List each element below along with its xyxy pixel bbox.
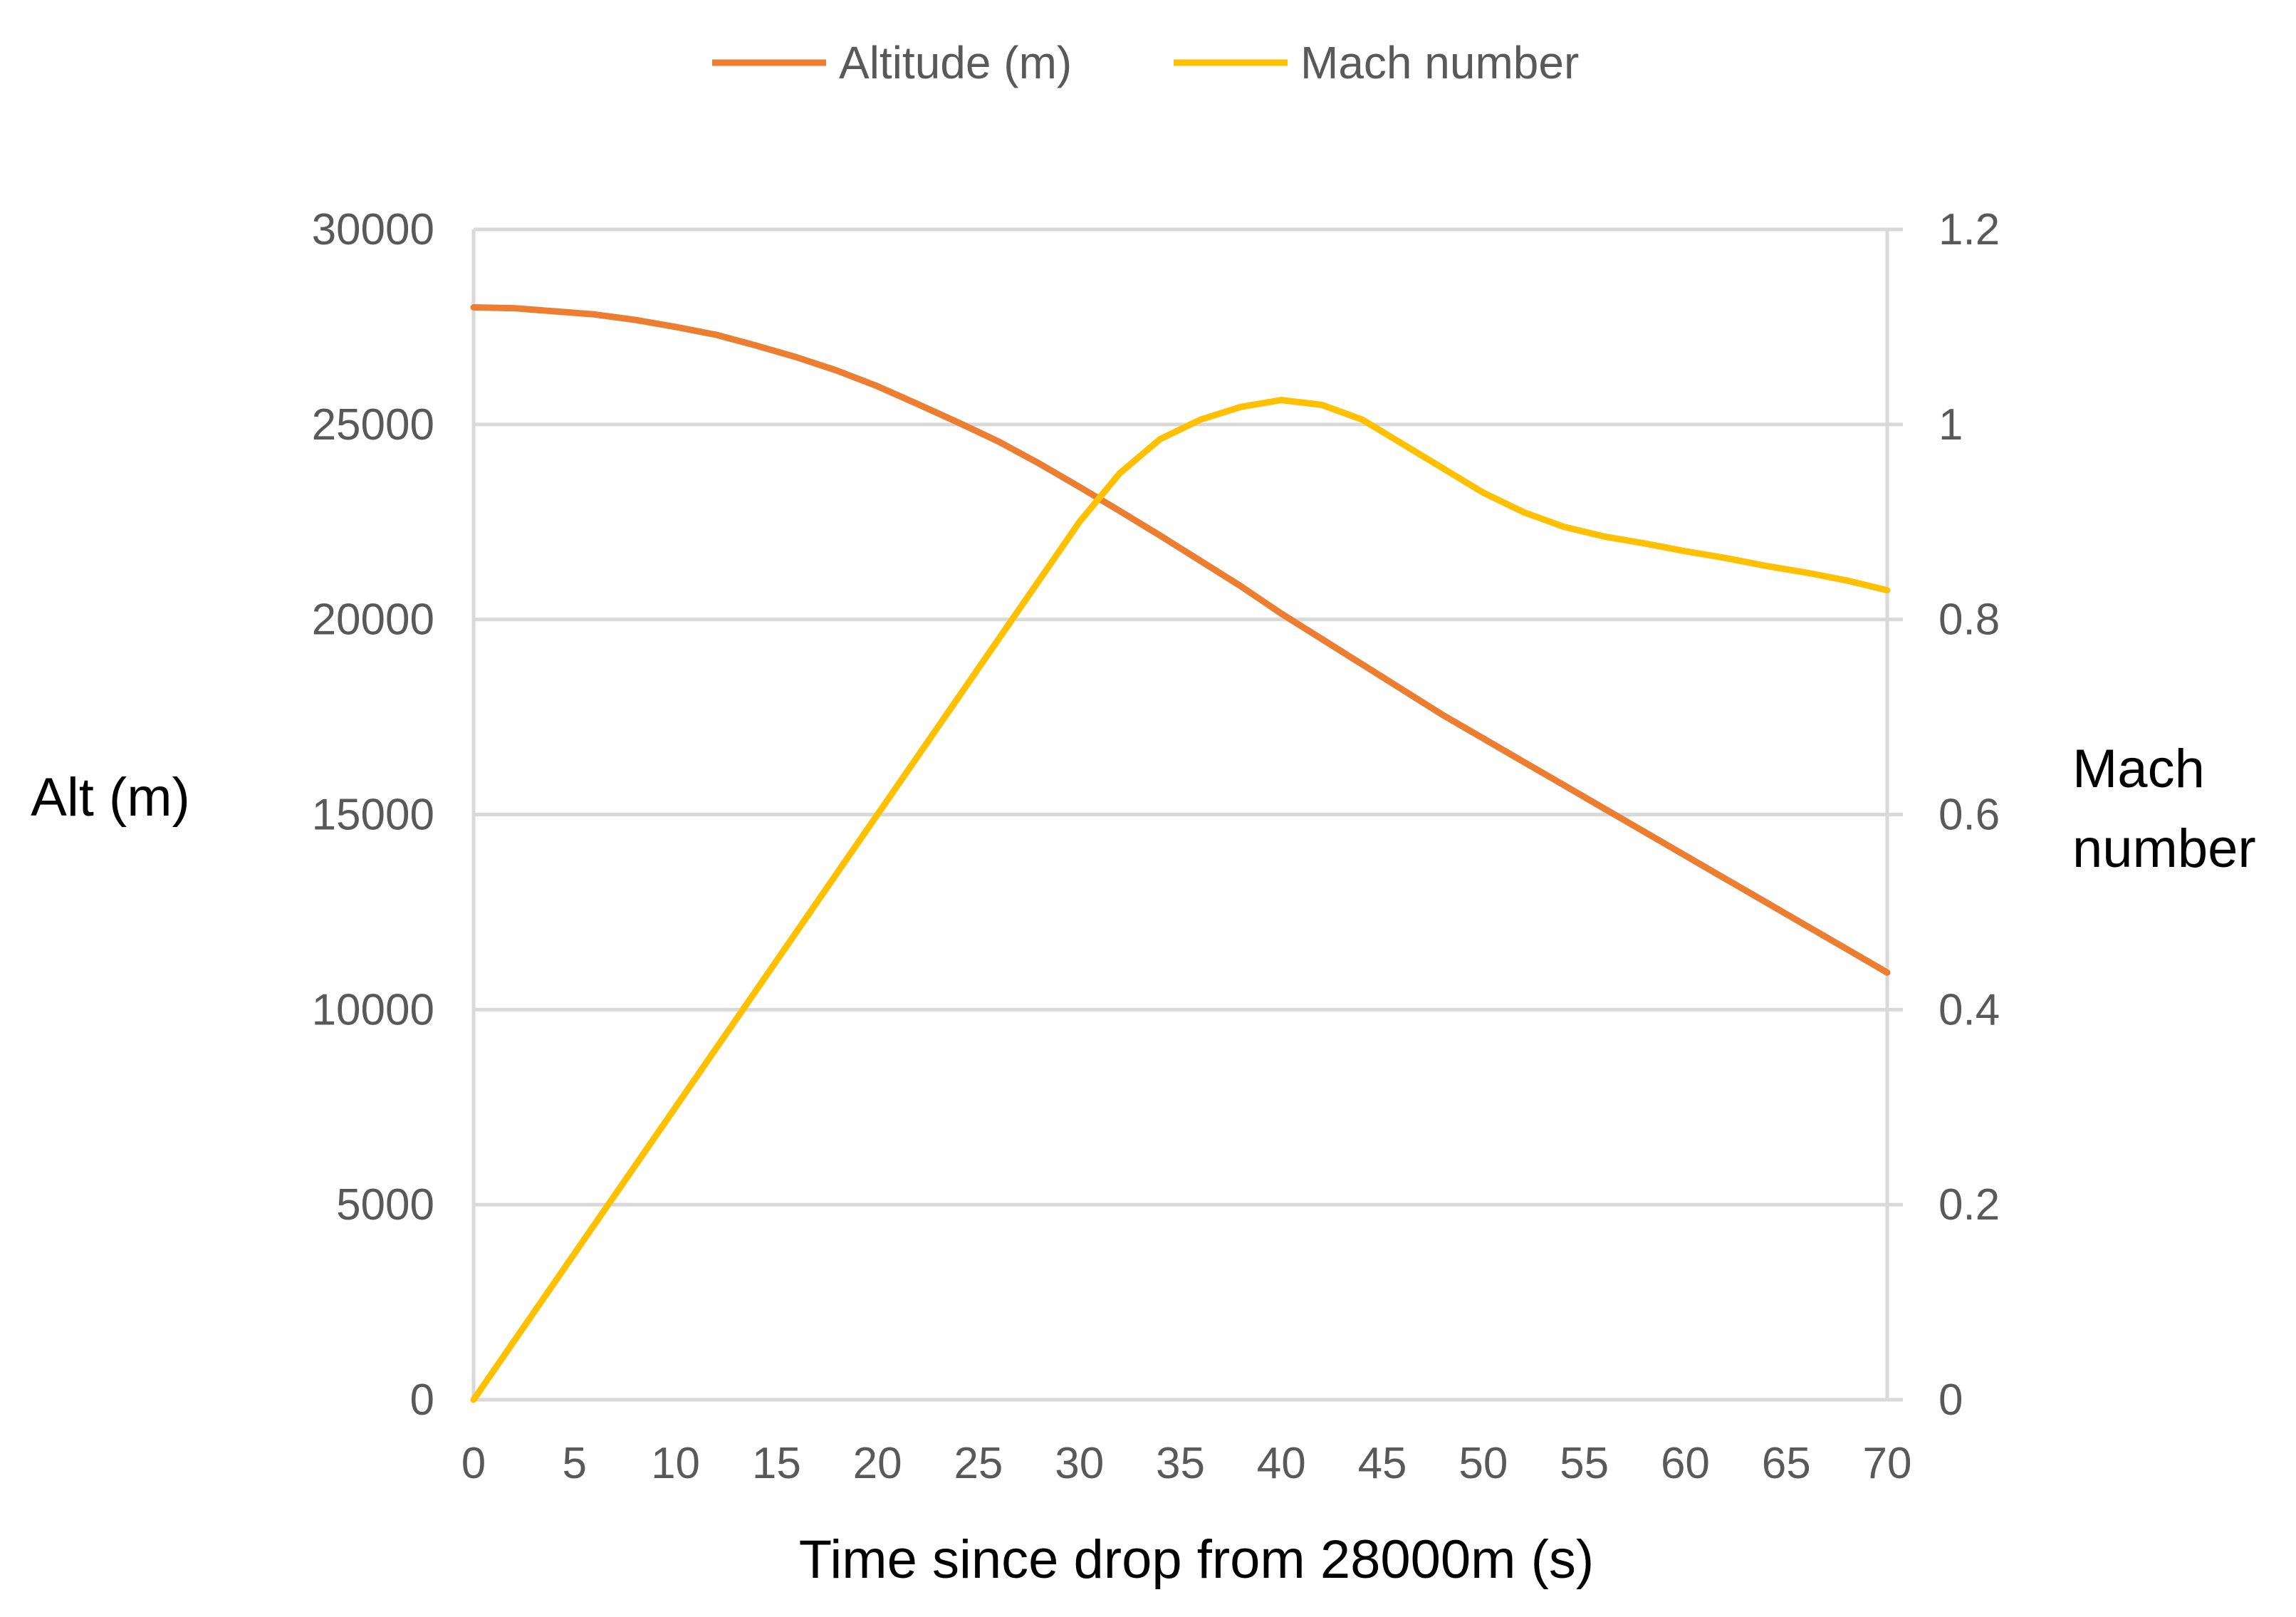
- x-tick-label: 50: [1459, 1439, 1508, 1488]
- series-lines: [470, 304, 1891, 1403]
- y-axis-left-ticks: 0 5000 10000 15000 20000 25000 30000: [312, 205, 434, 1425]
- x-tick-label: 10: [651, 1439, 700, 1488]
- x-tick-label: 70: [1863, 1439, 1912, 1488]
- x-axis-title: Time since drop from 28000m (s): [799, 1529, 1594, 1590]
- y2-tick-label: 1.2: [1938, 205, 2000, 254]
- x-tick-label: 65: [1762, 1439, 1811, 1488]
- y2-tick-label: 0.2: [1938, 1180, 2000, 1229]
- x-tick-label: 20: [853, 1439, 902, 1488]
- x-tick-label: 45: [1358, 1439, 1407, 1488]
- y2-tick-label: 0.8: [1938, 596, 2000, 645]
- y-tick-label: 5000: [336, 1180, 434, 1229]
- y-tick-label: 20000: [312, 596, 434, 645]
- x-tick-label: 25: [954, 1439, 1003, 1488]
- x-tick-label: 60: [1661, 1439, 1710, 1488]
- x-tick-label: 15: [752, 1439, 801, 1488]
- y-tick-label: 25000: [312, 400, 434, 449]
- y2-tick-label: 0.4: [1938, 985, 2000, 1034]
- y2-tick-label: 0.6: [1938, 791, 2000, 840]
- legend-label: Mach number: [1300, 37, 1579, 88]
- legend: Altitude (m) Mach number: [712, 37, 1579, 88]
- series-line-mach-number: [470, 397, 1891, 1403]
- y-axis-right-title-line-2: number: [2072, 818, 2256, 879]
- x-axis-ticks: 0 5 10 15 20 25 30 35 40 45 50 55 60 65 70: [461, 1439, 1912, 1488]
- x-tick-label: 30: [1055, 1439, 1104, 1488]
- gridlines: [474, 227, 1887, 1207]
- y-tick-label: 30000: [312, 205, 434, 254]
- y-axis-left-title: Alt (m): [31, 767, 190, 828]
- series-line-altitude: [470, 304, 1891, 976]
- legend-label: Altitude (m): [839, 37, 1072, 88]
- x-tick-label: 5: [563, 1439, 587, 1488]
- x-tick-label: 0: [461, 1439, 486, 1488]
- y-tick-label: 0: [410, 1376, 434, 1425]
- y-axis-right-title-line-1: Mach: [2072, 739, 2205, 799]
- y2-tick-label: 1: [1938, 400, 1963, 449]
- x-tick-label: 40: [1257, 1439, 1306, 1488]
- x-tick-label: 55: [1560, 1439, 1609, 1488]
- y-axis-right-ticks: 0 0.2 0.4 0.6 0.8 1 1.2: [1887, 205, 2000, 1425]
- y-tick-label: 15000: [312, 791, 434, 840]
- y-axis-right-title: Mach number: [2072, 739, 2256, 879]
- y-tick-label: 10000: [312, 985, 434, 1034]
- x-tick-label: 35: [1156, 1439, 1205, 1488]
- y2-tick-label: 0: [1938, 1376, 1963, 1425]
